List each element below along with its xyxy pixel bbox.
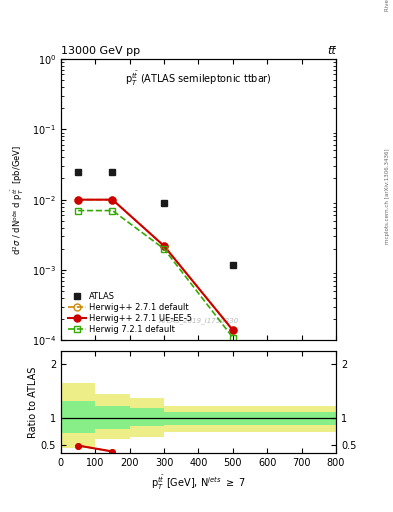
Herwig 7.2.1 default [162,246,167,252]
Herwig 7.2.1 default [230,334,235,340]
Bar [130,398,164,437]
Line: ATLAS: ATLAS [75,168,236,268]
Text: ATLAS_2019_I1750330: ATLAS_2019_I1750330 [158,317,239,324]
Text: 13000 GeV pp: 13000 GeV pp [61,46,140,56]
Herwig++ 2.7.1 default [110,197,115,203]
Herwig 7.2.1 default [110,207,115,214]
Herwig++ 2.7.1 UE-EE-5 [110,197,115,203]
Bar [61,401,95,433]
Bar [61,383,95,447]
Text: Rivet 3.1.10, ≥ 3.2M events: Rivet 3.1.10, ≥ 3.2M events [385,0,389,11]
Text: tt̅: tt̅ [327,46,336,56]
Y-axis label: d$^2\sigma$ / dN$^{obs}$ d p$^{t\bar{t}}_{T}$  [pb/GeV]: d$^2\sigma$ / dN$^{obs}$ d p$^{t\bar{t}}… [10,145,26,254]
Text: p$_T^{t\bar{t}}$ (ATLAS semileptonic ttbar): p$_T^{t\bar{t}}$ (ATLAS semileptonic ttb… [125,70,272,89]
Bar [95,406,130,429]
Y-axis label: Ratio to ATLAS: Ratio to ATLAS [28,366,38,438]
Herwig++ 2.7.1 default [230,327,235,333]
Herwig++ 2.7.1 UE-EE-5 [162,243,167,249]
X-axis label: p$^{t\bar{t}}_{T}$ [GeV], N$^{jets}$ $\geq$ 7: p$^{t\bar{t}}_{T}$ [GeV], N$^{jets}$ $\g… [151,474,246,492]
ATLAS [230,262,235,268]
Bar [95,394,130,439]
ATLAS [110,168,115,175]
ATLAS [162,200,167,206]
Bar [130,409,164,426]
Legend: ATLAS, Herwig++ 2.7.1 default, Herwig++ 2.7.1 UE-EE-5, Herwig 7.2.1 default: ATLAS, Herwig++ 2.7.1 default, Herwig++ … [65,289,195,336]
Line: Herwig 7.2.1 default: Herwig 7.2.1 default [75,207,236,341]
Herwig++ 2.7.1 UE-EE-5 [230,327,235,333]
Herwig++ 2.7.1 UE-EE-5 [76,197,81,203]
ATLAS [76,168,81,175]
Text: mcplots.cern.ch [arXiv:1306.3436]: mcplots.cern.ch [arXiv:1306.3436] [385,148,389,244]
Bar [164,406,336,432]
Bar [164,412,336,424]
Herwig++ 2.7.1 default [162,243,167,249]
Line: Herwig++ 2.7.1 default: Herwig++ 2.7.1 default [75,196,236,334]
Herwig 7.2.1 default [76,207,81,214]
Herwig++ 2.7.1 default [76,197,81,203]
Line: Herwig++ 2.7.1 UE-EE-5: Herwig++ 2.7.1 UE-EE-5 [75,196,236,334]
